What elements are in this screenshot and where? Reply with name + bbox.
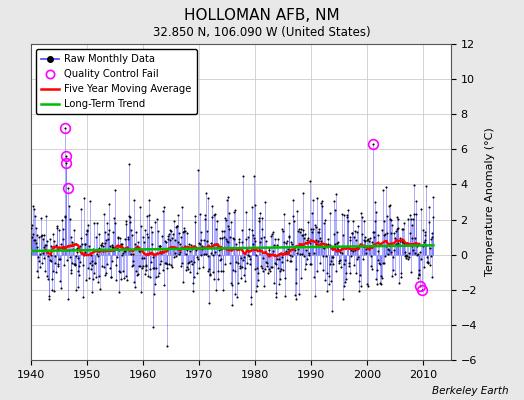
Text: Berkeley Earth: Berkeley Earth: [432, 386, 508, 396]
Legend: Raw Monthly Data, Quality Control Fail, Five Year Moving Average, Long-Term Tren: Raw Monthly Data, Quality Control Fail, …: [37, 49, 197, 114]
Text: 32.850 N, 106.090 W (United States): 32.850 N, 106.090 W (United States): [153, 26, 371, 39]
Y-axis label: Temperature Anomaly (°C): Temperature Anomaly (°C): [485, 128, 495, 276]
Text: HOLLOMAN AFB, NM: HOLLOMAN AFB, NM: [184, 8, 340, 23]
